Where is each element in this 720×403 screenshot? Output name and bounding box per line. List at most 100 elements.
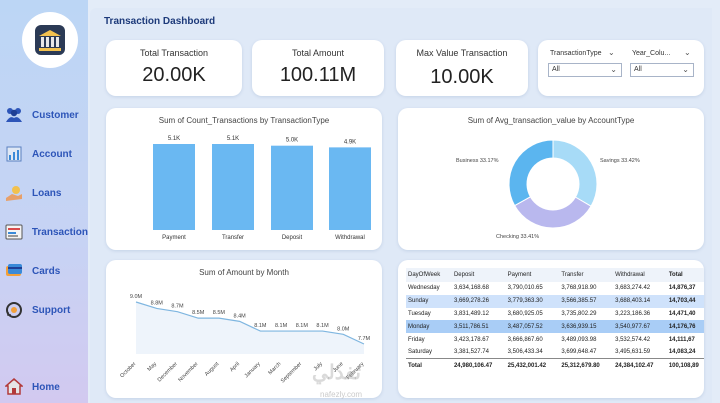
table-cell: 3,489,093.98 [561, 336, 597, 343]
x-tick-label: December [157, 361, 179, 383]
table-cell: 3,831,489.12 [453, 310, 489, 317]
donut-chart-card: Sum of Avg_transaction_value by AccountT… [398, 108, 704, 250]
x-tick-label: March [267, 361, 282, 376]
sidebar-item-loans[interactable]: Loans [4, 180, 88, 206]
chart-title: Sum of Avg_transaction_value by AccountT… [467, 116, 635, 125]
sidebar-item-label: Customer [32, 109, 79, 121]
column-header[interactable]: DayOfWeek [406, 268, 452, 282]
filter-label-year: Year_Colu... [632, 50, 671, 57]
column-header[interactable]: Deposit [451, 268, 506, 282]
table-cell: Wednesday [408, 285, 440, 292]
chart-title: Sum of Amount by Month [199, 268, 289, 277]
kpi-value: 20.00K [142, 64, 206, 86]
support-icon [4, 300, 24, 320]
page-title: Transaction Dashboard [104, 16, 216, 27]
bar-chart-card: Sum of Count_Transactions by Transaction… [106, 108, 382, 250]
bar-chart: 5.1K Payment 5.1K Transfer 5.0K Deposit 4.9K Wi… [153, 136, 371, 241]
table-cell: 14,083,24 [668, 349, 696, 356]
table-cell: 3,688,403.14 [613, 294, 667, 308]
table-row: Tuesday 3,831,489.12 3,680,925.05 3,735,802… [406, 308, 704, 321]
donut-slice [508, 139, 554, 207]
x-tick-label: Transfer [222, 235, 244, 241]
table-cell: 14,471,40 [668, 310, 696, 317]
point-data-label: 8.1M [296, 323, 309, 329]
kpi-card-total-transaction: Total Transaction 20.00K [106, 40, 242, 96]
bar-data-label: 5.1K [168, 136, 180, 142]
column-header[interactable]: Withdrawal [613, 268, 667, 282]
filter-label-transaction-type: TransactionType [550, 50, 602, 57]
column-header[interactable]: Total [666, 268, 704, 282]
select-value: All [552, 66, 560, 73]
sidebar-item-label: Cards [32, 265, 61, 277]
point-data-label: 8.7M [171, 304, 184, 310]
users-icon [4, 105, 24, 125]
table-cell: Sunday [406, 294, 452, 308]
bar [153, 144, 195, 230]
table-cell: Monday [406, 320, 452, 334]
watermark-logo: تفدلي [312, 362, 361, 384]
table-cell: 3,495,631.59 [615, 349, 651, 356]
chevron-down-icon[interactable]: ⌄ [608, 48, 615, 57]
bar-data-label: 5.0K [286, 138, 298, 144]
total-row: Total 24,980,106.47 25,432,001.42 25,312,67… [406, 358, 704, 373]
sidebar-item-cards[interactable]: Cards [4, 258, 88, 284]
sidebar-item-support[interactable]: Support [4, 297, 88, 323]
slice-label: Business 33.17% [456, 158, 499, 164]
sidebar-item-customer[interactable]: Customer [4, 102, 88, 128]
table-row: Sunday 3,669,278.26 3,779,363.30 3,566,385.… [406, 294, 704, 308]
table-cell: 3,683,274.42 [615, 285, 651, 292]
table-card: DayOfWeek Deposit Payment Transfer Withdrawa… [398, 260, 704, 398]
table-cell: 3,423,178.67 [453, 336, 489, 343]
table-cell: 24,980,106.47 [451, 358, 506, 373]
series-line [135, 301, 365, 345]
area-fill [136, 302, 364, 354]
table-cell: 3,699,648.47 [561, 349, 597, 356]
sidebar-item-label: Transaction [31, 226, 88, 238]
point-data-label: 8.1M [254, 323, 267, 329]
table-cell: 3,680,925.05 [507, 310, 543, 317]
table-cell: 3,506,433.34 [507, 349, 543, 356]
table-cell: Saturday [408, 349, 433, 356]
slice-label: Checking 33.41% [496, 234, 539, 240]
slice-label: Savings 33.42% [600, 158, 640, 164]
bank-logo[interactable] [22, 12, 78, 68]
table-cell: 3,669,278.26 [451, 294, 506, 308]
table-cell: 25,312,679.80 [559, 358, 614, 373]
x-tick-label: April [229, 361, 241, 373]
table-cell: 14,176,76 [666, 320, 704, 334]
column-header[interactable]: Transfer [559, 268, 614, 282]
bar [212, 144, 254, 230]
point-data-label: 8.5M [213, 310, 226, 316]
sidebar-item-home[interactable]: Home [4, 374, 88, 400]
table-cell: 3,566,385.57 [559, 294, 614, 308]
point-data-label: 8.5M [192, 310, 205, 316]
chevron-down-icon[interactable]: ⌄ [684, 48, 691, 57]
transaction-type-select[interactable]: All ⌄ [548, 63, 622, 77]
table-cell: 3,666,867.60 [507, 336, 543, 343]
year-select[interactable]: All ⌄ [630, 63, 694, 77]
bar-data-label: 5.1K [227, 136, 239, 142]
point-data-label: 8.1M [275, 323, 288, 329]
table-row: Saturday 3,381,527.74 3,506,433.34 3,699,64… [406, 346, 704, 359]
column-header[interactable]: Payment [505, 268, 560, 282]
table-cell: 3,779,363.30 [505, 294, 560, 308]
kpi-value: 100.11M [279, 64, 357, 86]
sidebar-item-transaction[interactable]: Transaction [4, 219, 88, 245]
point-data-label: 8.8M [151, 300, 164, 306]
kpi-label: Total Amount [291, 48, 345, 58]
table-cell: 3,636,939.15 [559, 320, 614, 334]
kpi-card-total-amount: Total Amount 100.11M [252, 40, 384, 96]
area-chart: 9.0M October 8.8M May 8.7M December 8.5M Novemb… [119, 294, 370, 384]
table-header-row: DayOfWeek Deposit Payment Transfer Withdrawa… [406, 268, 704, 282]
point-data-label: 8.4M [234, 313, 247, 319]
table-cell: 3,487,057.52 [505, 320, 560, 334]
table-cell: 14,703,44 [666, 294, 704, 308]
table-cell: Friday [408, 336, 425, 343]
sidebar-item-account[interactable]: Account [4, 141, 88, 167]
sidebar-item-label: Account [32, 148, 72, 160]
chevron-down-icon: ⌄ [610, 65, 617, 74]
x-tick-label: October [119, 361, 137, 379]
donut-chart: Savings 33.42% Checking 33.41% Business 33… [456, 139, 640, 240]
select-value: All [634, 66, 642, 73]
table-cell: 3,634,168.68 [453, 285, 489, 292]
